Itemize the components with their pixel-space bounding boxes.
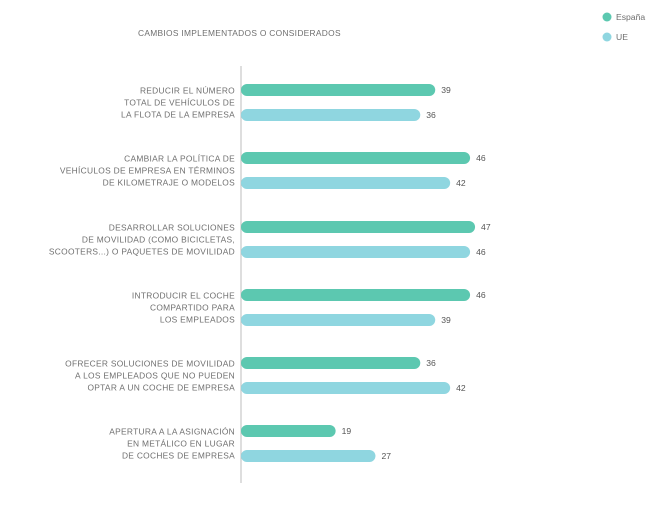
category-label-2-line-3: DE KILOMETRAJE O MODELOS: [103, 178, 235, 188]
bar-ue-3: [241, 246, 471, 258]
value-label-espana-1: 39: [441, 85, 451, 95]
category-label-6-line-3: DE COCHES DE EMPRESA: [122, 451, 235, 461]
bar-ue-5: [241, 382, 451, 394]
bar-espana-4: [241, 289, 471, 301]
category-label-1-line-1: REDUCIR EL NÚMERO: [140, 85, 235, 95]
bar-ue-1: [241, 109, 421, 121]
value-label-ue-3: 46: [476, 247, 486, 257]
bar-ue-4: [241, 314, 436, 326]
category-label-2-line-1: CAMBIAR LA POLÍTICA DE: [124, 153, 235, 163]
category-label-3-line-1: DESARROLLAR SOLUCIONES: [109, 222, 235, 232]
value-label-ue-4: 39: [441, 315, 451, 325]
category-label-4-line-2: COMPARTIDO PARA: [150, 303, 235, 313]
category-label-1-line-2: TOTAL DE VEHÍCULOS DE: [124, 98, 235, 108]
bar-ue-2: [241, 177, 451, 189]
category-label-6-line-2: EN METÁLICO EN LUGAR: [127, 439, 235, 449]
value-label-ue-6: 27: [381, 451, 391, 461]
category-label-5-line-1: OFRECER SOLUCIONES DE MOVILIDAD: [65, 358, 235, 368]
value-label-espana-3: 47: [481, 222, 491, 232]
value-label-espana-2: 46: [476, 153, 486, 163]
value-label-espana-6: 19: [342, 426, 352, 436]
legend-swatch-ue: [602, 32, 612, 42]
bar-espana-5: [241, 357, 421, 369]
legend-swatch-espana: [602, 12, 612, 22]
category-label-2-line-2: VEHÍCULOS DE EMPRESA EN TÉRMINOS: [60, 166, 235, 176]
value-label-ue-5: 42: [456, 383, 466, 393]
chart-title: CAMBIOS IMPLEMENTADOS O CONSIDERADOS: [138, 28, 341, 38]
value-label-espana-4: 46: [476, 290, 486, 300]
bar-espana-1: [241, 84, 436, 96]
bars-group: 39 36 46 42 47 46 46 39 36 42 19 27: [241, 84, 491, 462]
category-label-4-line-3: LOS EMPLEADOS: [160, 315, 235, 325]
legend-label-espana: España: [616, 12, 645, 22]
category-label-5-line-3: OPTAR A UN COCHE DE EMPRESA: [87, 383, 235, 393]
value-label-ue-2: 42: [456, 178, 466, 188]
value-label-ue-1: 36: [426, 110, 436, 120]
legend: España UE: [602, 12, 645, 42]
bar-ue-6: [241, 450, 376, 462]
category-label-5-line-2: A LOS EMPLEADOS QUE NO PUEDEN: [75, 371, 235, 381]
category-label-4-line-1: INTRODUCIR EL COCHE: [132, 290, 235, 300]
bar-espana-2: [241, 152, 471, 164]
category-labels: REDUCIR EL NÚMERO TOTAL DE VEHÍCULOS DE LA…: [49, 85, 235, 460]
legend-label-ue: UE: [616, 32, 628, 42]
value-label-espana-5: 36: [426, 358, 436, 368]
category-label-3-line-3: SCOOTERS...) O PAQUETES DE MOVILIDAD: [49, 247, 235, 257]
bar-espana-3: [241, 221, 476, 233]
category-label-6-line-1: APERTURA A LA ASIGNACIÓN: [109, 426, 235, 436]
bar-espana-6: [241, 425, 336, 437]
category-label-3-line-2: DE MOVILIDAD (COMO BICICLETAS,: [82, 235, 235, 245]
category-label-1-line-3: LA FLOTA DE LA EMPRESA: [121, 110, 235, 120]
